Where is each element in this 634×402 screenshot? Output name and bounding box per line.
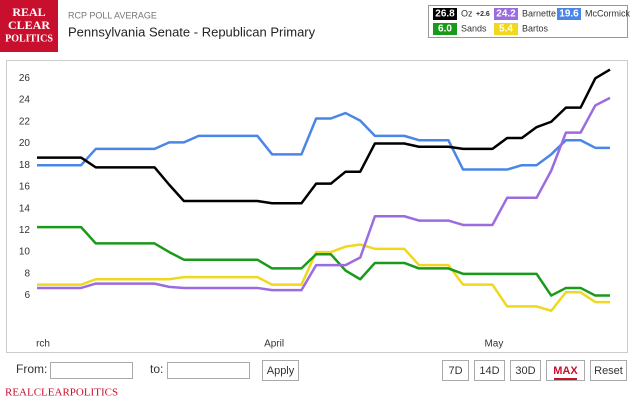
y-tick-label: 26 <box>19 73 31 84</box>
series-line <box>37 96 611 292</box>
logo-text: CLEAR <box>8 18 50 32</box>
legend-value: 26.8 <box>435 9 455 20</box>
from-input[interactable] <box>50 362 133 379</box>
to-input[interactable] <box>167 362 250 379</box>
legend-name: Barnette <box>522 8 556 18</box>
legend-name: Bartos <box>522 23 549 33</box>
logo <box>0 0 58 52</box>
range-button[interactable] <box>442 360 469 381</box>
legend-swatch <box>494 8 518 20</box>
kicker: RCP POLL AVERAGE <box>68 10 157 20</box>
apply-button[interactable] <box>262 360 299 381</box>
range-label: 7D <box>448 365 462 377</box>
range-label: 14D <box>479 365 499 377</box>
range-label: Reset <box>594 365 623 377</box>
range-label: 30D <box>515 365 535 377</box>
legend-change: +2.6 <box>476 11 490 18</box>
series-line <box>37 111 610 171</box>
range-button[interactable] <box>546 360 585 381</box>
x-tick-label: May <box>484 339 503 350</box>
y-tick-label: 16 <box>19 182 31 193</box>
series-line <box>37 225 610 297</box>
logo-text: POLITICS <box>5 33 53 44</box>
series-line <box>37 68 611 205</box>
apply-label: Apply <box>267 365 295 377</box>
x-tick-label: April <box>264 339 284 350</box>
x-tick-label: rch <box>36 339 50 350</box>
range-label: MAX <box>553 365 578 377</box>
legend-value: 19.6 <box>559 9 579 20</box>
y-tick-label: 8 <box>24 268 30 279</box>
chart-title: Pennsylvania Senate - Republican Primary <box>68 24 316 39</box>
y-tick-label: 18 <box>19 160 31 171</box>
legend-value: 24.2 <box>496 9 516 20</box>
y-tick-label: 22 <box>19 116 31 127</box>
y-tick-label: 6 <box>24 290 30 301</box>
legend-name: McCormick <box>585 8 630 18</box>
range-button[interactable] <box>510 360 541 381</box>
range-button[interactable] <box>474 360 505 381</box>
series-line <box>37 243 610 313</box>
to-label: to: <box>150 362 163 376</box>
plot-frame <box>6 60 628 353</box>
legend-swatch <box>557 8 581 20</box>
y-tick-label: 12 <box>19 225 31 236</box>
y-tick-label: 14 <box>19 203 31 214</box>
legend-swatch <box>494 23 518 35</box>
logo-text: REAL <box>12 5 45 19</box>
legend-name: Sands <box>461 23 487 33</box>
legend-swatch <box>433 23 457 35</box>
y-tick-label: 24 <box>19 95 31 106</box>
legend-name: Oz <box>461 8 473 18</box>
y-tick-label: 20 <box>19 138 31 149</box>
y-tick-label: 10 <box>19 247 31 258</box>
legend-value: 6.0 <box>438 24 452 35</box>
legend-value: 5.4 <box>499 24 513 35</box>
footer: REALCLEARPOLITICS <box>5 387 118 399</box>
legend-swatch <box>433 8 457 20</box>
legend-box <box>428 5 628 38</box>
range-button[interactable] <box>590 360 627 381</box>
from-label: From: <box>16 362 47 376</box>
